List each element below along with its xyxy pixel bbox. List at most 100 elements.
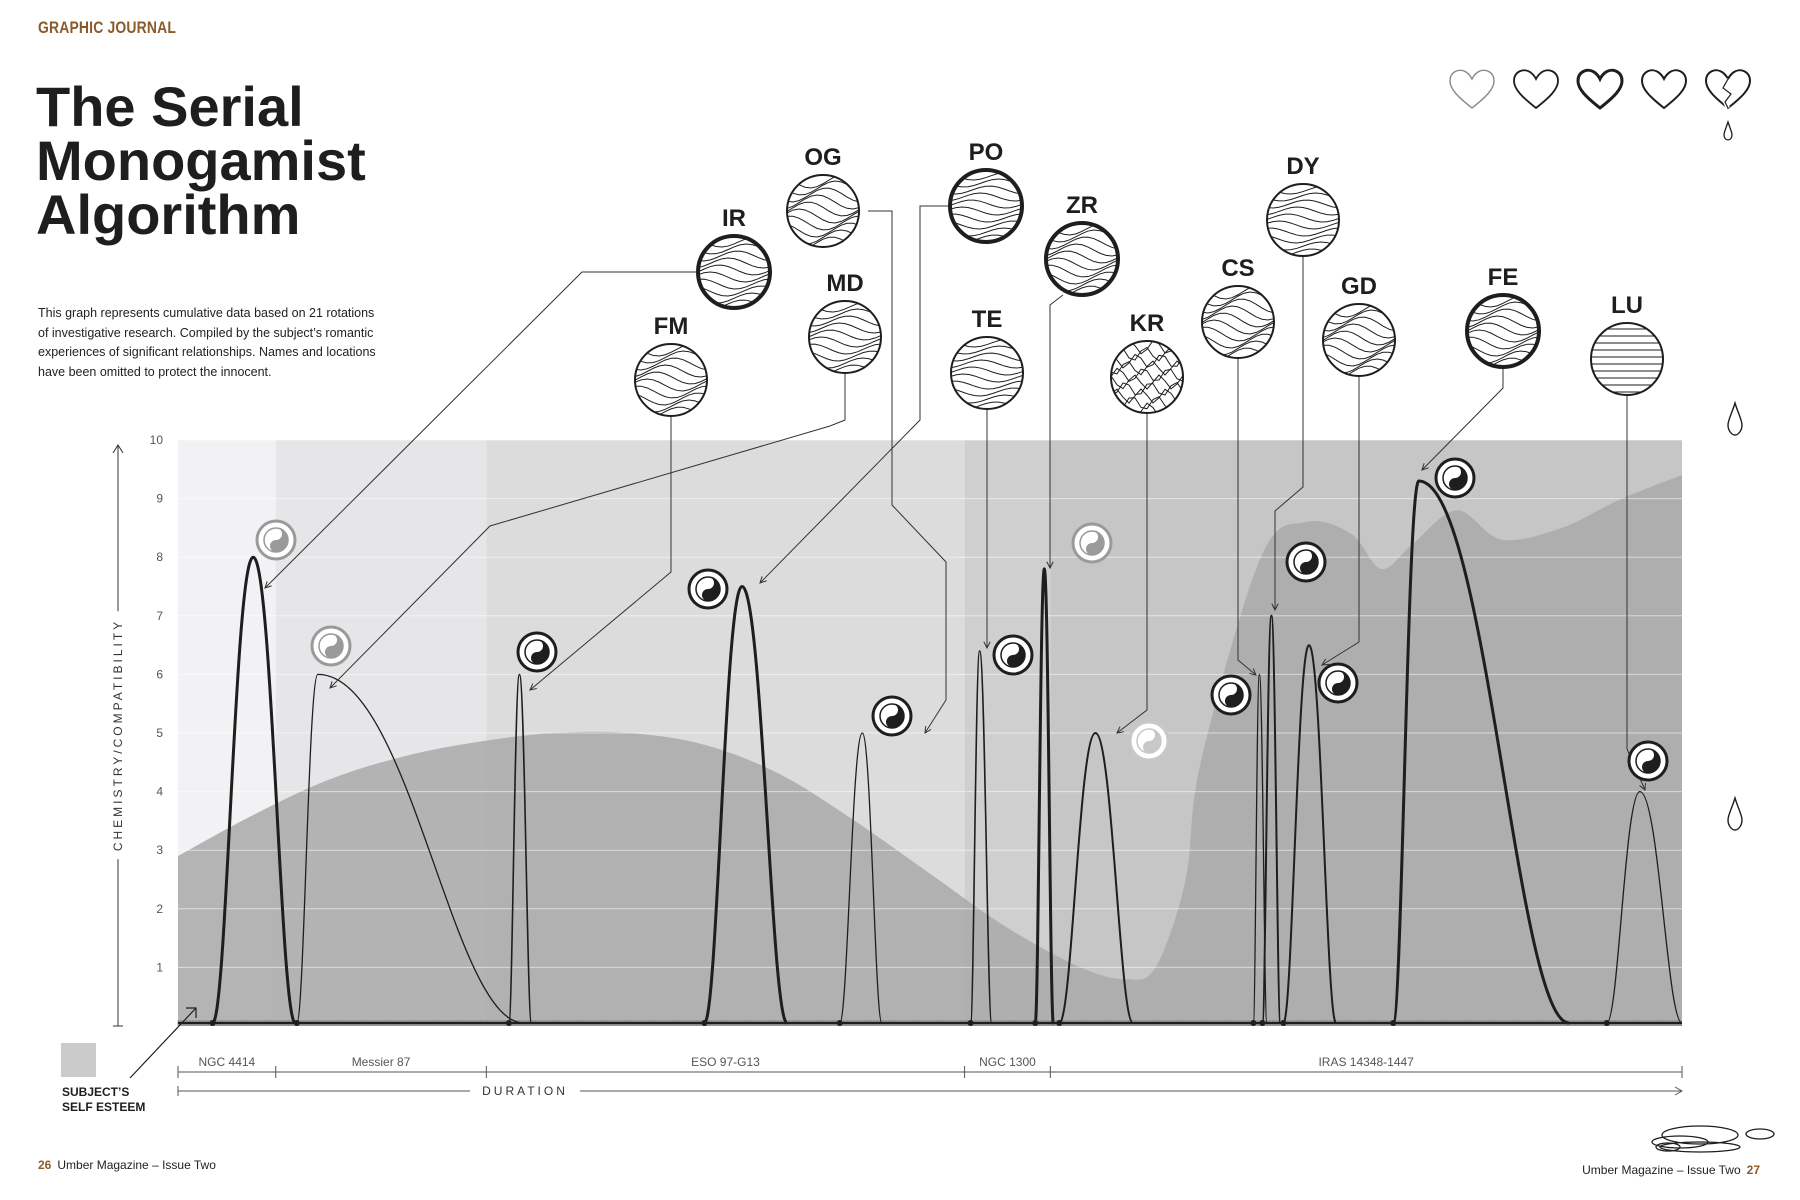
bubble-label: CS [1221, 255, 1254, 282]
phase-label: NGC 1300 [979, 1055, 1036, 1069]
bubble-outline [1110, 340, 1184, 414]
bubble-label: IR [722, 205, 746, 232]
bubble-outline [1590, 322, 1664, 396]
callout-line-po [759, 205, 950, 584]
callout-line-fe [1421, 367, 1504, 471]
relationship-curve-fe [1391, 479, 1570, 1025]
relationship-start-dot [967, 1020, 974, 1026]
relationship-curve-gd [1282, 644, 1338, 1024]
intro-line: This graph represents cumulative data ba… [38, 306, 375, 320]
callout-line-gd [1321, 376, 1360, 666]
bubble-outline [1201, 285, 1275, 359]
y-tick-label: 4 [156, 785, 163, 799]
gridlines [178, 439, 1682, 968]
callout-arrow [1046, 561, 1054, 570]
heart-icon [1513, 69, 1559, 110]
duration-arrow [1674, 1086, 1684, 1096]
callout-lines [264, 205, 1646, 792]
relationship-curve-md [839, 732, 883, 1024]
bubble-texture [1202, 286, 1274, 358]
callout-arrow [759, 576, 767, 584]
relationship-start-dot [209, 1020, 216, 1026]
y-tick-label: 9 [156, 492, 163, 506]
relationship-start-dot [1032, 1020, 1039, 1026]
phase-label: IRAS 14348-1447 [1318, 1055, 1414, 1069]
hearts-row [1449, 68, 1752, 141]
phase-label: NGC 4414 [199, 1055, 256, 1069]
bubble-fe: FE [1465, 264, 1541, 369]
baseline [177, 1020, 1682, 1026]
intro-line: of investigative research. Compiled by t… [38, 325, 374, 340]
bubble-dy: DY [1266, 153, 1340, 257]
bubble-outline [1322, 303, 1396, 377]
phase-label: ESO 97-G13 [691, 1055, 760, 1069]
callout-arrow [529, 683, 537, 691]
bubble-label: KR [1130, 310, 1165, 337]
callout-arrow [1116, 726, 1124, 734]
yin-yang-icon [1434, 457, 1476, 499]
bubble-label: FM [654, 313, 689, 340]
heart-icon [1640, 69, 1688, 110]
bubble-outline [948, 168, 1024, 244]
relationship-curve-kr [1058, 731, 1135, 1024]
yin-yang-icon [255, 519, 297, 561]
callout-line-cs [1237, 358, 1257, 676]
y-tick-label: 8 [156, 550, 163, 564]
bubble-cs: CS [1201, 255, 1275, 359]
title-line: The Serial [36, 75, 304, 138]
bubble-outline [696, 234, 772, 310]
yin-yang-icon [992, 634, 1034, 676]
legend-pointer [129, 1007, 197, 1079]
callout-line-zr [1049, 294, 1064, 568]
bubble-outline [950, 336, 1024, 410]
cloud-icon [1651, 1125, 1775, 1153]
bubble-kr: KR [1110, 310, 1184, 414]
relationship-curve-og [296, 673, 524, 1024]
yin-yang-icon [1627, 740, 1669, 782]
yin-yang-icon [1071, 522, 1113, 564]
relationship-curve-po [702, 584, 789, 1025]
y-tick-label: 1 [156, 960, 163, 974]
title-line: Algorithm [36, 183, 301, 246]
callout-arrow [924, 725, 932, 734]
teardrop-icon [1727, 795, 1743, 831]
callout-line-ir [264, 271, 734, 589]
bubble-outline [634, 343, 708, 417]
callout-arrow [264, 581, 272, 589]
bubble-zr: ZR [1044, 192, 1120, 297]
x-axis-title: DURATION [482, 1084, 568, 1098]
page-number: 26 [38, 1158, 52, 1172]
callout-arrow [1249, 668, 1257, 676]
y-tick-label: 5 [156, 726, 163, 740]
yin-yang-icon [871, 695, 913, 737]
bubble-og: OG [786, 144, 860, 248]
bubble-gd: GD [1322, 273, 1396, 377]
callout-line-kr [1116, 413, 1148, 734]
relationship-start-dot [505, 1020, 512, 1026]
footer-text: Umber Magazine – Issue Two [57, 1158, 216, 1172]
relationship-start-dot [1390, 1020, 1397, 1026]
x-axis: NGC 4414 Messier 87 ESO 97-G13 NGC 1300 IRAS… [129, 1007, 1684, 1098]
yin-yang-icon [687, 568, 729, 610]
self-esteem-swatch [61, 1043, 96, 1077]
footer-right: Umber Magazine – Issue Two 27 [1582, 1163, 1760, 1177]
relationship-start-dot [293, 1020, 300, 1026]
y-tick-label: 6 [156, 667, 163, 681]
heart-icon [1576, 68, 1624, 110]
bubble-label: LU [1611, 292, 1643, 319]
callout-line-fm [529, 416, 672, 691]
bubble-lu: LU [1590, 292, 1664, 396]
bubble-label: ZR [1066, 192, 1098, 219]
callout-line-dy [1274, 256, 1304, 610]
bubble-outline [1044, 221, 1120, 297]
heart-icon [1449, 69, 1495, 109]
bubble-label: FE [1488, 264, 1519, 291]
relationship-curve-dy [1261, 614, 1282, 1024]
callout-arrow [1639, 782, 1646, 792]
yin-yang-icon [516, 631, 558, 673]
callout-line-og [868, 210, 947, 734]
intro-paragraph: This graph represents cumulative data ba… [38, 304, 388, 382]
relationship-curves [209, 479, 1683, 1026]
bubble-te: TE [950, 306, 1024, 410]
